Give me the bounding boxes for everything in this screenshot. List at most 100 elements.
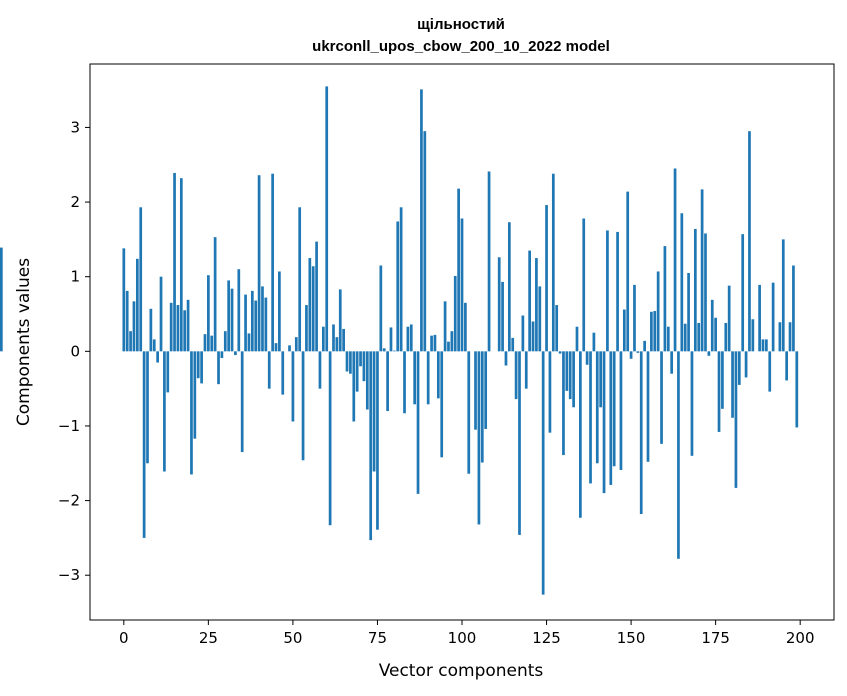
bar-4 [135, 258, 139, 352]
bar-42 [264, 297, 268, 352]
bar-164 [677, 351, 680, 559]
bar-25 [207, 275, 210, 352]
bar-55 [308, 258, 312, 352]
bar-65 [342, 328, 345, 352]
bar-51 [294, 337, 298, 352]
bar-84 [406, 326, 410, 352]
bar-57 [315, 241, 318, 352]
bar-132 [568, 351, 572, 400]
x-tick-label-200: 200 [786, 629, 815, 647]
bar-117 [518, 351, 521, 535]
bar-1 [125, 290, 129, 352]
bar-126 [548, 351, 552, 433]
bar-111 [497, 257, 501, 352]
x-tick-label-75: 75 [368, 629, 387, 647]
bar-190 [765, 339, 768, 352]
bar-34 [237, 269, 241, 352]
bar-14 [169, 302, 173, 352]
bar-95 [443, 301, 447, 352]
bar-188 [758, 284, 761, 352]
bar-150 [629, 351, 633, 359]
bar-142 [602, 351, 606, 494]
bar-23 [200, 351, 203, 384]
bar-189 [761, 339, 765, 352]
bar-43 [267, 351, 271, 389]
bar-59 [321, 326, 325, 352]
bar-116 [514, 351, 518, 400]
bar-9 [152, 339, 156, 352]
bar-160 [663, 246, 667, 352]
y-tick-label--2: −2 [58, 492, 80, 510]
bar-183 [741, 234, 745, 352]
bar-179 [727, 285, 731, 352]
bar-143 [606, 230, 609, 352]
bar-66 [345, 351, 349, 372]
bar-170 [697, 322, 701, 352]
bar-86 [413, 351, 417, 405]
bar-54 [305, 305, 308, 352]
bar-60 [325, 86, 329, 352]
bar-53 [301, 351, 305, 461]
bar-87 [416, 351, 420, 494]
bar-195 [781, 239, 785, 352]
bar-127 [551, 173, 555, 352]
bar-32 [230, 288, 234, 352]
bar-75 [376, 351, 379, 530]
bar-128 [555, 305, 559, 352]
bar-22 [196, 351, 200, 379]
bar-76 [379, 265, 383, 352]
bar-180 [731, 351, 734, 418]
bar-72 [365, 351, 369, 410]
bar-120 [528, 250, 531, 352]
x-tick-label-100: 100 [448, 629, 477, 647]
bar-70 [359, 351, 362, 367]
bar-121 [531, 321, 535, 352]
bar-139 [592, 332, 596, 352]
y-axis-ticks: −3 −2 −1 0 1 2 3 [58, 118, 90, 584]
bar-31 [227, 280, 231, 352]
bar-185 [748, 131, 751, 352]
bar-63 [335, 337, 339, 352]
bar-undefined [0, 247, 3, 352]
bar-47 [281, 351, 285, 395]
bar-46 [278, 271, 281, 352]
bar-114 [507, 222, 511, 352]
bars-group [0, 86, 799, 595]
bar-79 [389, 327, 393, 352]
bar-177 [721, 351, 724, 409]
bar-36 [244, 294, 247, 352]
bar-20 [190, 351, 193, 475]
bar-129 [558, 351, 562, 354]
bar-68 [352, 351, 356, 422]
bar-167 [687, 272, 690, 352]
bar-163 [673, 168, 677, 352]
bar-49 [288, 345, 291, 352]
bar-136 [582, 218, 586, 352]
bar-122 [535, 258, 538, 352]
bar-26 [210, 335, 214, 352]
bar-153 [639, 351, 643, 515]
y-tick-label--1: −1 [58, 417, 80, 435]
bar-16 [176, 305, 180, 352]
bar-107 [484, 351, 488, 429]
bar-169 [693, 228, 697, 352]
bar-35 [240, 351, 244, 453]
bar-104 [474, 351, 477, 430]
bar-85 [409, 324, 413, 352]
bar-157 [653, 311, 657, 352]
bar-38 [250, 290, 254, 352]
bar-198 [792, 265, 795, 352]
bar-61 [328, 351, 332, 526]
bar-62 [332, 324, 335, 352]
bar-11 [159, 276, 163, 352]
chart-title: щільностий [417, 16, 505, 33]
bar-172 [704, 233, 707, 352]
bar-162 [670, 351, 674, 374]
bar-5 [139, 207, 143, 352]
bar-19 [186, 299, 190, 352]
bar-196 [785, 351, 789, 381]
bar-58 [318, 351, 322, 389]
bar-154 [643, 340, 646, 352]
bar-131 [565, 351, 569, 391]
